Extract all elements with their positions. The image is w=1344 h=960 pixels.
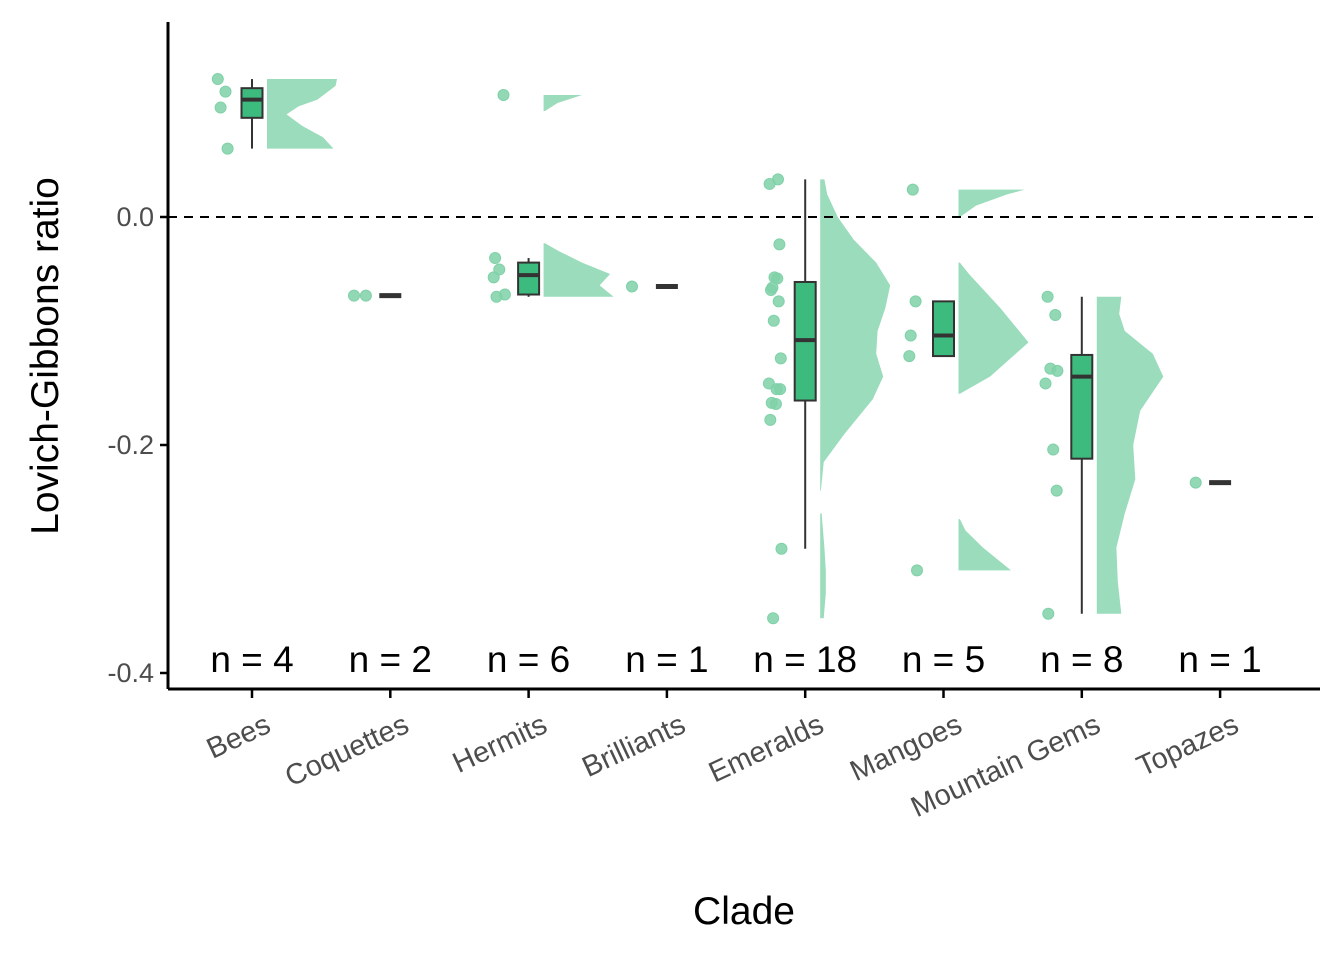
data-point [909,295,922,308]
data-point [1050,484,1063,497]
data-point [1039,377,1052,390]
data-point [774,383,787,396]
data-point [359,289,372,302]
data-point [489,252,502,265]
data-point [767,612,780,625]
data-point [490,290,503,303]
x-tick-label: Topazes [1132,708,1243,783]
x-tick-label: Hermits [448,708,552,779]
data-point [1049,309,1062,322]
x-tick-label: Emeralds [704,708,829,789]
x-tick-label: Bees [202,708,275,765]
data-point [903,350,916,363]
data-point [904,329,917,342]
data-point [774,352,787,365]
data-point [348,289,360,302]
data-point [906,183,919,196]
data-point [1051,364,1064,377]
data-point [626,280,638,293]
n-count-label: n = 5 [902,639,985,680]
data-point [772,295,785,308]
data-point [1041,290,1054,303]
data-point [214,101,227,114]
data-point [219,85,232,98]
x-axis-title: Clade [693,890,795,933]
density-cloud [820,179,891,619]
box-body [240,87,264,119]
n-count-label: n = 2 [349,639,432,680]
data-point [764,413,777,426]
data-point [775,542,788,555]
y-tick-label: -0.4 [107,658,154,688]
data-point [1189,476,1202,489]
data-point [763,177,776,190]
n-count-label: n = 1 [625,639,708,680]
n-count-label: n = 6 [487,639,570,680]
n-count-label: n = 4 [210,639,293,680]
data-point [769,397,782,410]
density-cloud [543,95,614,297]
data-point [911,564,923,577]
density-cloud [1096,296,1164,614]
x-tick-label: Coquettes [280,708,413,793]
data-point [1042,607,1055,620]
data-point [767,314,780,327]
data-point [1047,443,1060,456]
y-axis-title: Lovich-Gibbons ratio [24,177,67,535]
data-point [497,89,510,102]
x-tick-label: Brilliants [577,708,690,783]
data-point [211,73,224,86]
n-count-label: n = 1 [1178,639,1261,680]
data-point [771,272,784,285]
plot-marks: n = 4 n = 2 n = 6 n = 1 n = 18 n = 5 n = 8 n = … [210,73,1262,680]
data-point [765,283,777,296]
y-tick-label: -0.2 [107,430,154,460]
box-body [517,261,541,296]
data-point [487,271,500,284]
density-cloud [267,79,337,149]
box-body [1070,353,1094,460]
n-count-label: n = 8 [1040,639,1123,680]
y-tick-label: 0.0 [116,202,154,232]
data-point [773,238,786,251]
n-count-label: n = 18 [753,639,857,680]
data-point [221,142,234,155]
box-body [932,300,955,358]
density-cloud [958,189,1029,571]
axis-ticks: -0.4 -0.2 0.0 Bees Coquettes Hermits Brilliant… [107,202,1243,824]
